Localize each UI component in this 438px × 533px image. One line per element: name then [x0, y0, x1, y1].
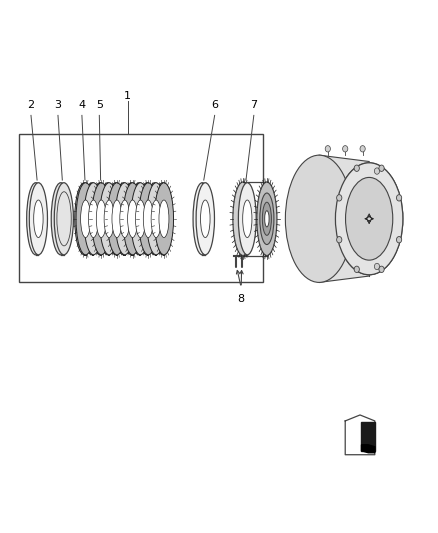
- Polygon shape: [108, 183, 109, 184]
- Ellipse shape: [233, 182, 253, 255]
- Circle shape: [343, 146, 348, 152]
- Ellipse shape: [54, 183, 74, 255]
- Text: 7: 7: [250, 100, 258, 110]
- Circle shape: [337, 195, 342, 201]
- Ellipse shape: [59, 200, 69, 238]
- Ellipse shape: [138, 183, 156, 255]
- Polygon shape: [319, 155, 369, 282]
- Ellipse shape: [257, 182, 277, 255]
- Circle shape: [360, 146, 365, 152]
- Ellipse shape: [151, 200, 161, 238]
- Polygon shape: [155, 183, 156, 184]
- Ellipse shape: [114, 183, 133, 255]
- Ellipse shape: [82, 183, 102, 255]
- Ellipse shape: [104, 200, 114, 238]
- Circle shape: [374, 263, 380, 270]
- Text: 6: 6: [211, 100, 218, 110]
- Ellipse shape: [135, 200, 145, 238]
- Circle shape: [337, 237, 342, 243]
- Ellipse shape: [51, 183, 71, 255]
- Polygon shape: [162, 183, 164, 184]
- Ellipse shape: [98, 183, 117, 255]
- Polygon shape: [84, 183, 85, 184]
- Polygon shape: [92, 183, 93, 184]
- Circle shape: [325, 146, 330, 152]
- Ellipse shape: [88, 200, 99, 238]
- Ellipse shape: [153, 183, 172, 255]
- Polygon shape: [147, 183, 148, 184]
- Polygon shape: [116, 183, 117, 184]
- Ellipse shape: [115, 183, 134, 255]
- Text: 4: 4: [78, 100, 85, 110]
- Ellipse shape: [193, 183, 212, 255]
- Ellipse shape: [29, 183, 47, 255]
- Polygon shape: [202, 183, 205, 184]
- Ellipse shape: [262, 202, 272, 236]
- Bar: [19, 134, 262, 282]
- Ellipse shape: [154, 183, 173, 255]
- Ellipse shape: [336, 163, 403, 275]
- Ellipse shape: [107, 183, 127, 255]
- Ellipse shape: [243, 200, 252, 238]
- Ellipse shape: [139, 183, 158, 255]
- Ellipse shape: [346, 177, 393, 260]
- Circle shape: [379, 165, 384, 172]
- Ellipse shape: [81, 200, 91, 238]
- Polygon shape: [100, 183, 101, 184]
- Ellipse shape: [84, 183, 103, 255]
- Circle shape: [374, 192, 380, 198]
- Circle shape: [379, 266, 384, 272]
- Ellipse shape: [236, 183, 254, 255]
- Ellipse shape: [122, 183, 141, 255]
- Polygon shape: [124, 183, 125, 184]
- Ellipse shape: [127, 200, 138, 238]
- Ellipse shape: [145, 183, 164, 255]
- Ellipse shape: [143, 200, 153, 238]
- Polygon shape: [361, 445, 375, 453]
- Polygon shape: [36, 183, 39, 184]
- Text: 8: 8: [238, 294, 245, 304]
- Circle shape: [374, 216, 380, 222]
- Polygon shape: [61, 183, 64, 184]
- Ellipse shape: [238, 183, 256, 255]
- Ellipse shape: [196, 183, 215, 255]
- Ellipse shape: [336, 163, 403, 275]
- Ellipse shape: [96, 200, 106, 238]
- Circle shape: [374, 168, 380, 174]
- Ellipse shape: [75, 183, 94, 255]
- Circle shape: [396, 195, 402, 201]
- Polygon shape: [139, 183, 141, 184]
- Ellipse shape: [286, 155, 353, 282]
- Ellipse shape: [106, 183, 125, 255]
- Ellipse shape: [27, 183, 45, 255]
- Ellipse shape: [99, 183, 119, 255]
- Ellipse shape: [123, 183, 142, 255]
- Ellipse shape: [131, 183, 150, 255]
- Ellipse shape: [147, 183, 166, 255]
- Polygon shape: [245, 183, 247, 184]
- Ellipse shape: [112, 200, 122, 238]
- Ellipse shape: [201, 200, 210, 238]
- Ellipse shape: [159, 200, 169, 238]
- Ellipse shape: [57, 192, 71, 246]
- Polygon shape: [131, 183, 133, 184]
- Ellipse shape: [260, 193, 274, 245]
- Ellipse shape: [90, 183, 110, 255]
- Circle shape: [374, 239, 380, 246]
- Ellipse shape: [130, 183, 149, 255]
- Circle shape: [396, 237, 402, 243]
- Ellipse shape: [92, 183, 111, 255]
- Ellipse shape: [34, 200, 43, 238]
- Ellipse shape: [120, 200, 130, 238]
- Circle shape: [354, 266, 359, 272]
- Text: 3: 3: [54, 100, 61, 110]
- Polygon shape: [360, 422, 375, 451]
- Text: 2: 2: [28, 100, 35, 110]
- Ellipse shape: [76, 183, 95, 255]
- Text: 5: 5: [96, 100, 103, 110]
- Text: 1: 1: [124, 91, 131, 101]
- Ellipse shape: [265, 211, 269, 227]
- Circle shape: [354, 165, 359, 172]
